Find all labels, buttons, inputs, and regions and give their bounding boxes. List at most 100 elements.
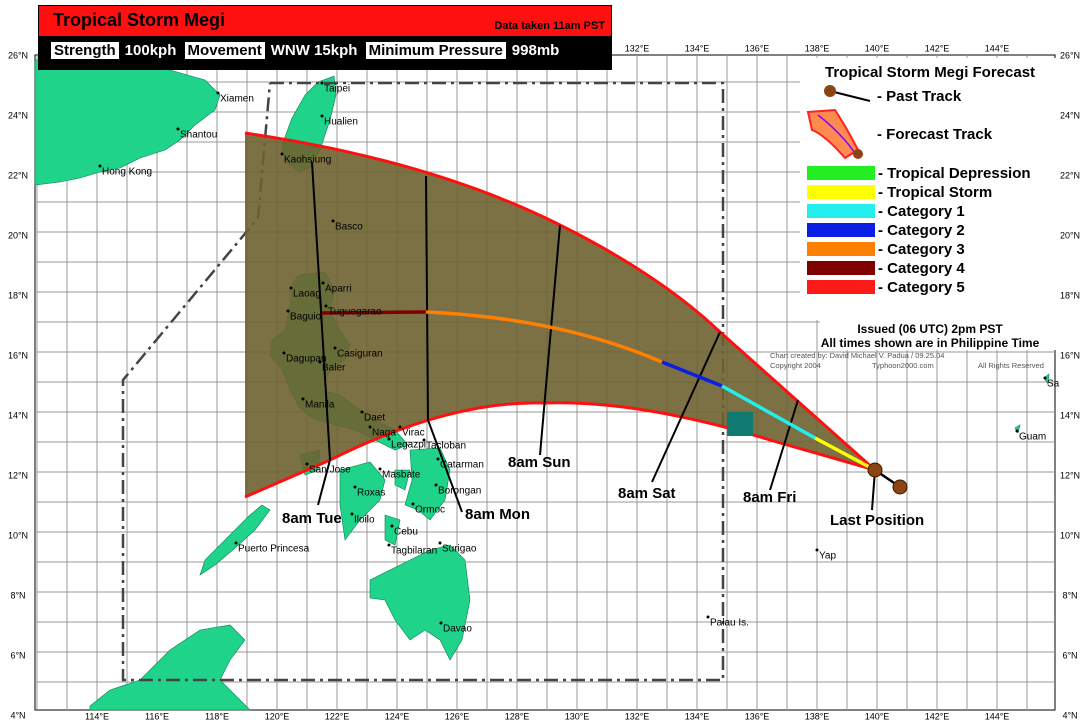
legend-swatch: [807, 185, 875, 199]
place-dot: [815, 548, 819, 552]
time-line: [425, 175, 463, 513]
stat-label: Movement: [184, 42, 265, 59]
place-label: Sa: [1047, 379, 1060, 390]
credit: Chart created by: David Michael V. Padua…: [770, 351, 944, 360]
track-segment: [721, 384, 816, 440]
time-label: 8am Mon: [465, 506, 530, 523]
place-label: Tacloban: [426, 441, 466, 452]
place-dot: [434, 483, 438, 487]
legend-label: - Category 5: [878, 279, 965, 296]
cone-edge: [244, 131, 876, 472]
lat-label: 10°N: [8, 530, 28, 540]
legend-label: - Tropical Depression: [878, 165, 1031, 182]
data-taken: Data taken 11am PST: [494, 20, 605, 32]
lat-label: 24°N: [1060, 110, 1080, 120]
place-label: Roxas: [357, 488, 385, 499]
place-dot: [1015, 429, 1019, 433]
lon-label: 132°E: [625, 43, 650, 53]
lat-label: 12°N: [1060, 470, 1080, 480]
lon-label: 122°E: [325, 711, 350, 721]
lat-label: 14°N: [1060, 410, 1080, 420]
place-dot: [234, 541, 238, 545]
lat-label: 4°N: [10, 710, 25, 720]
legend-categories: - Tropical Depression - Tropical Storm - C…: [807, 165, 1031, 296]
legend-swatch: [807, 242, 875, 256]
place-dot: [368, 425, 372, 429]
place-dot: [350, 512, 354, 516]
place-dot: [176, 127, 180, 131]
legend-swatch: [807, 280, 875, 294]
lon-label: 126°E: [445, 711, 470, 721]
times-note: All times shown are in Philippine Time: [821, 336, 1040, 350]
place-dot: [320, 81, 324, 85]
lon-label: 140°E: [865, 711, 890, 721]
place-label: Casiguran: [337, 349, 383, 360]
lon-label: 120°E: [265, 711, 290, 721]
place-label: San Jose: [309, 465, 351, 476]
lon-label: 124°E: [385, 711, 410, 721]
place-label: Masbate: [382, 470, 421, 481]
place-dot: [324, 304, 328, 308]
past-position-marker: [892, 479, 908, 495]
places: Xiamen Shantou Hong Kong Taipei Hualien Kaohs…: [98, 81, 1060, 635]
lat-label: 26°N: [1060, 50, 1080, 60]
time-label: 8am Sun: [508, 454, 571, 471]
time-line: [769, 399, 799, 491]
place-dot: [387, 437, 391, 441]
place-label: Virac: [402, 428, 425, 439]
lat-label: 16°N: [1060, 350, 1080, 360]
place-dot: [286, 309, 290, 313]
place-dot: [216, 91, 220, 95]
stat-label: Strength: [51, 42, 119, 59]
place-dot: [438, 541, 442, 545]
place-label: Hong Kong: [102, 167, 152, 178]
place-dot: [98, 164, 102, 168]
place-label: Xiamen: [220, 94, 254, 105]
place-label: Kaohsiung: [284, 155, 331, 166]
last-position-marker: [867, 462, 883, 478]
place-dot: [282, 351, 286, 355]
header-title-bar: Tropical Storm Megi Data taken 11am PST: [39, 6, 611, 36]
place-label: Daet: [364, 413, 385, 424]
legend-label: - Category 4: [878, 260, 965, 277]
lon-label: 138°E: [805, 711, 830, 721]
place-label: Davao: [443, 624, 472, 635]
legend-swatch: [807, 261, 875, 275]
mindanao: [369, 544, 471, 661]
place-dot: [280, 152, 284, 156]
lat-label: 14°N: [8, 410, 28, 420]
lat-label: 4°N: [1062, 710, 1077, 720]
lat-label: 18°N: [1060, 290, 1080, 300]
lat-label: 8°N: [10, 590, 25, 600]
legend-forecast-track: - Forecast Track: [877, 126, 993, 143]
lat-label: 8°N: [1062, 590, 1077, 600]
place-dot: [439, 621, 443, 625]
lon-label: 118°E: [205, 711, 229, 721]
legend-past-marker: [824, 85, 836, 97]
legend-label: - Category 3: [878, 241, 965, 258]
last-position-label: Last Position: [830, 512, 924, 529]
stat-label: Minimum Pressure: [365, 42, 506, 59]
legend-swatch: [807, 166, 875, 180]
stat-value: 998mb: [511, 42, 560, 59]
lat-label: 24°N: [8, 110, 28, 120]
legend-label: - Category 2: [878, 222, 965, 239]
place-label: Surigao: [442, 544, 477, 555]
place-label: Catarman: [440, 460, 484, 471]
lon-label: 144°E: [985, 711, 1010, 721]
place-dot: [321, 281, 325, 285]
lon-label: 136°E: [745, 43, 770, 53]
place-label: Hualien: [324, 117, 358, 128]
header-stats: Strength 100kph Movement WNW 15kph Minimum…: [39, 36, 611, 59]
place-dot: [301, 397, 305, 401]
place-label: Yap: [819, 551, 836, 562]
place-label: Palau Is.: [710, 618, 749, 629]
place-dot: [331, 219, 335, 223]
time-labels: 8am Tue 8am Mon 8am Sun 8am Sat 8am Fri: [282, 454, 796, 527]
stat-value: WNW 15kph: [270, 42, 358, 59]
lat-label: 22°N: [8, 170, 28, 180]
place-dot: [333, 346, 337, 350]
stat-value: 100kph: [124, 42, 177, 59]
